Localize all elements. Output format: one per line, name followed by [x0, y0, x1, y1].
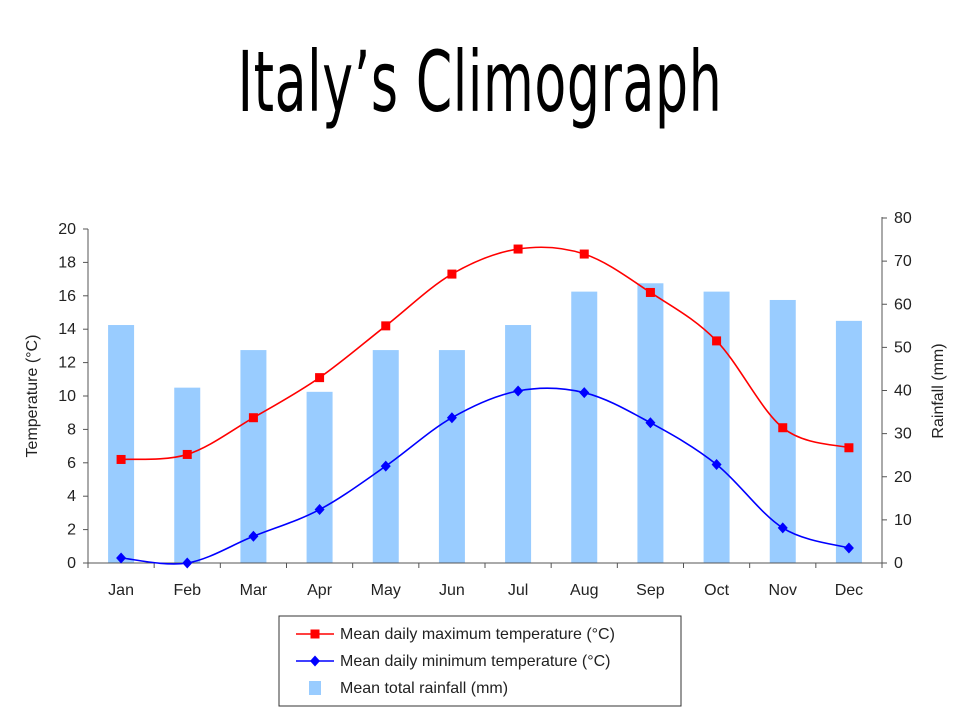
rainfall-bar-aug: [571, 291, 598, 563]
legend-label: Mean daily minimum temperature (°C): [340, 653, 610, 670]
min-temp-line: [121, 387, 850, 565]
left-tick-label: 0: [67, 555, 76, 572]
right-tick-label: 30: [894, 426, 912, 443]
left-tick-label: 10: [58, 388, 76, 405]
x-tick-label: Nov: [769, 582, 797, 599]
x-tick-label: Jul: [508, 582, 528, 599]
right-tick-label: 40: [894, 383, 912, 400]
min-temp-point-mar: [248, 530, 259, 542]
right-tick-label: 10: [894, 512, 912, 529]
left-tick-label: 12: [58, 355, 76, 372]
right-tick-label: 80: [894, 210, 912, 227]
max-temp-point-nov: [778, 423, 788, 433]
x-tick-label: Dec: [835, 582, 863, 599]
legend-square-marker: [310, 629, 320, 639]
min-temp-point-oct: [711, 458, 722, 470]
max-temp-point-jun: [447, 269, 457, 279]
max-temp-point-may: [381, 321, 391, 331]
x-tick-label: Sep: [636, 582, 665, 599]
min-temp-point-sep: [645, 417, 656, 429]
min-temp-point-dec: [843, 542, 854, 554]
legend-diamond-marker: [310, 655, 320, 667]
min-temp-point-may: [380, 460, 391, 472]
max-temp-point-jul: [513, 244, 523, 254]
right-tick-label: 0: [894, 555, 903, 572]
min-temp-point-feb: [182, 557, 193, 569]
left-tick-label: 4: [67, 488, 76, 505]
x-tick-label: Feb: [173, 582, 201, 599]
right-tick-label: 20: [894, 469, 912, 486]
x-tick-label: Jun: [439, 582, 465, 599]
min-temp-point-jul: [513, 385, 524, 397]
max-temp-line: [121, 246, 850, 461]
rainfall-bar-may: [372, 350, 399, 563]
x-tick-label: Mar: [240, 582, 268, 599]
legend-bar-swatch: [309, 681, 321, 695]
rainfall-bar-mar: [240, 350, 267, 563]
left-tick-label: 2: [67, 522, 76, 539]
min-temp-point-apr: [314, 504, 325, 516]
min-temp-point-aug: [579, 387, 590, 399]
slide-title: Italy’s Climograph: [237, 33, 723, 131]
left-tick-label: 16: [58, 288, 76, 305]
left-tick-label: 14: [58, 321, 76, 338]
max-temp-point-dec: [844, 443, 854, 453]
max-temp-point-aug: [579, 249, 589, 259]
right-tick-label: 60: [894, 296, 912, 313]
min-temp-point-jan: [116, 552, 127, 564]
left-tick-label: 6: [67, 455, 76, 472]
y-right-axis-title: Rainfall (mm): [930, 343, 947, 438]
min-temp-point-jun: [446, 412, 457, 424]
x-tick-label: Jan: [108, 582, 134, 599]
rainfall-bar-apr: [306, 391, 333, 563]
max-temp-point-jan: [116, 454, 126, 464]
legend-label: Mean daily maximum temperature (°C): [340, 626, 615, 643]
max-temp-point-mar: [248, 413, 258, 423]
max-temp-point-feb: [182, 449, 192, 459]
x-tick-label: Oct: [704, 582, 729, 599]
rainfall-bar-jun: [438, 350, 465, 563]
max-temp-point-sep: [645, 287, 655, 297]
y-left-axis-title: Temperature (°C): [24, 335, 41, 458]
x-tick-label: Apr: [307, 582, 333, 599]
rainfall-bar-feb: [174, 387, 201, 563]
min-temp-point-nov: [777, 522, 788, 534]
left-tick-label: 8: [67, 421, 76, 438]
left-tick-label: 20: [58, 221, 76, 238]
right-tick-label: 50: [894, 339, 912, 356]
x-tick-label: Aug: [570, 582, 598, 599]
max-temp-point-oct: [712, 336, 722, 346]
left-tick-label: 18: [58, 254, 76, 271]
rainfall-bar-dec: [835, 320, 862, 563]
right-tick-label: 70: [894, 253, 912, 270]
rainfall-bar-jul: [505, 325, 532, 563]
x-tick-label: May: [371, 582, 401, 599]
legend-box: [278, 615, 682, 707]
rainfall-bar-jan: [108, 325, 135, 563]
legend-label: Mean total rainfall (mm): [340, 680, 508, 697]
max-temp-point-apr: [315, 373, 325, 383]
